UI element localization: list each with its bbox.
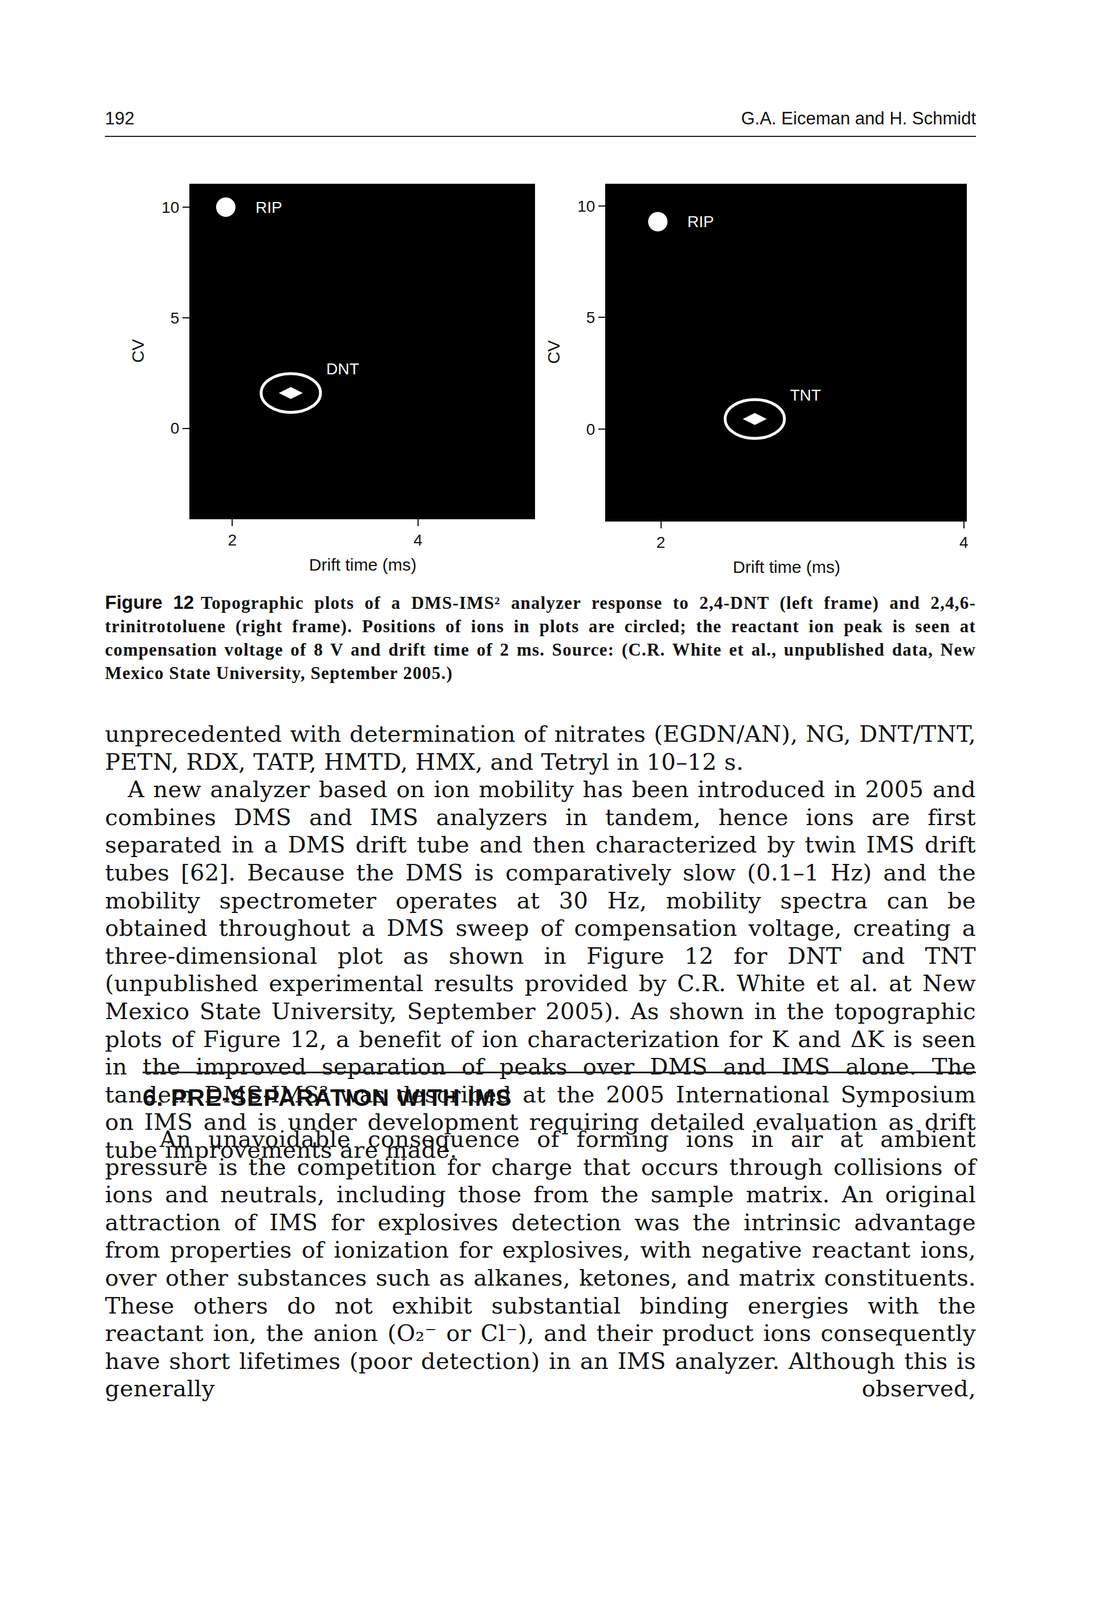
svg-text:CV: CV (544, 339, 563, 364)
svg-text:4: 4 (959, 533, 969, 551)
html-text:6. PRE-SEPARATION WITH IMS: 6. PRE-SEPARATION WITH IMS (142, 1083, 512, 1111)
svg-text:CV: CV (128, 338, 148, 363)
html-text:An unavoidable consequence of: An unavoidable consequence of forming io… (104, 1125, 976, 1402)
html-text:Figure 12 Topographic plots of: Figure 12 Topographic plots of a DMS-IMS… (104, 591, 976, 683)
svg-text:0: 0 (170, 419, 180, 437)
svg-text:Drift time (ms): Drift time (ms) (732, 557, 841, 577)
svg-text:4: 4 (413, 531, 423, 549)
html-text:192: 192 (104, 108, 135, 129)
svg-text:DNT: DNT (326, 359, 360, 378)
svg-text:2: 2 (656, 533, 666, 551)
svg-text:5: 5 (170, 309, 180, 327)
svg-text:RIP: RIP (687, 212, 715, 231)
svg-text:RIP: RIP (255, 198, 283, 217)
svg-text:2: 2 (227, 531, 237, 549)
html-text:A new analyzer based on ion mo: A new analyzer based on ion mobility has… (104, 775, 976, 1163)
html-text:G.A. Eiceman and H. Schmidt: G.A. Eiceman and H. Schmidt (741, 108, 976, 129)
svg-text:10: 10 (161, 198, 180, 217)
html-text:unprecedented with determinati: unprecedented with determination of nitr… (104, 720, 976, 775)
svg-text:Drift time (ms): Drift time (ms) (309, 554, 417, 574)
svg-text:10: 10 (577, 197, 595, 216)
svg-text:TNT: TNT (789, 386, 821, 404)
svg-text:5: 5 (586, 308, 596, 327)
svg-text:0: 0 (586, 420, 596, 439)
